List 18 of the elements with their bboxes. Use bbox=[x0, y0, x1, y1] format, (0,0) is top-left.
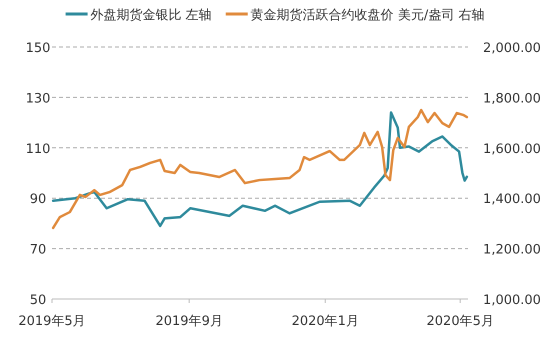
y-tick-label: 130 bbox=[26, 91, 50, 106]
y2-tick-label: 1,800.00 bbox=[483, 91, 541, 106]
y-tick-label: 70 bbox=[30, 242, 46, 258]
y-tick-label: 90 bbox=[30, 192, 46, 208]
x-tick-label: 2019年5月 bbox=[18, 314, 86, 329]
legend-label: 外盘期货金银比 左轴 bbox=[90, 8, 212, 23]
y-tick-label: 110 bbox=[26, 142, 50, 157]
y2-tick-label: 1,400.00 bbox=[483, 192, 541, 208]
y-tick-label: 50 bbox=[30, 293, 46, 308]
y-tick-label: 150 bbox=[26, 41, 50, 56]
legend-label: 黄金期货活跃合约收盘价 美元/盎司 右轴 bbox=[250, 7, 484, 23]
y2-tick-label: 1,000.00 bbox=[483, 293, 541, 308]
y2-tick-label: 2,000.00 bbox=[483, 41, 541, 56]
x-tick-label: 2019年9月 bbox=[156, 314, 223, 329]
y2-tick-label: 1,200.00 bbox=[483, 242, 541, 258]
x-tick-label: 2020年5月 bbox=[426, 314, 494, 329]
y2-tick-label: 1,600.00 bbox=[483, 142, 541, 157]
x-tick-label: 2020年1月 bbox=[292, 314, 359, 329]
